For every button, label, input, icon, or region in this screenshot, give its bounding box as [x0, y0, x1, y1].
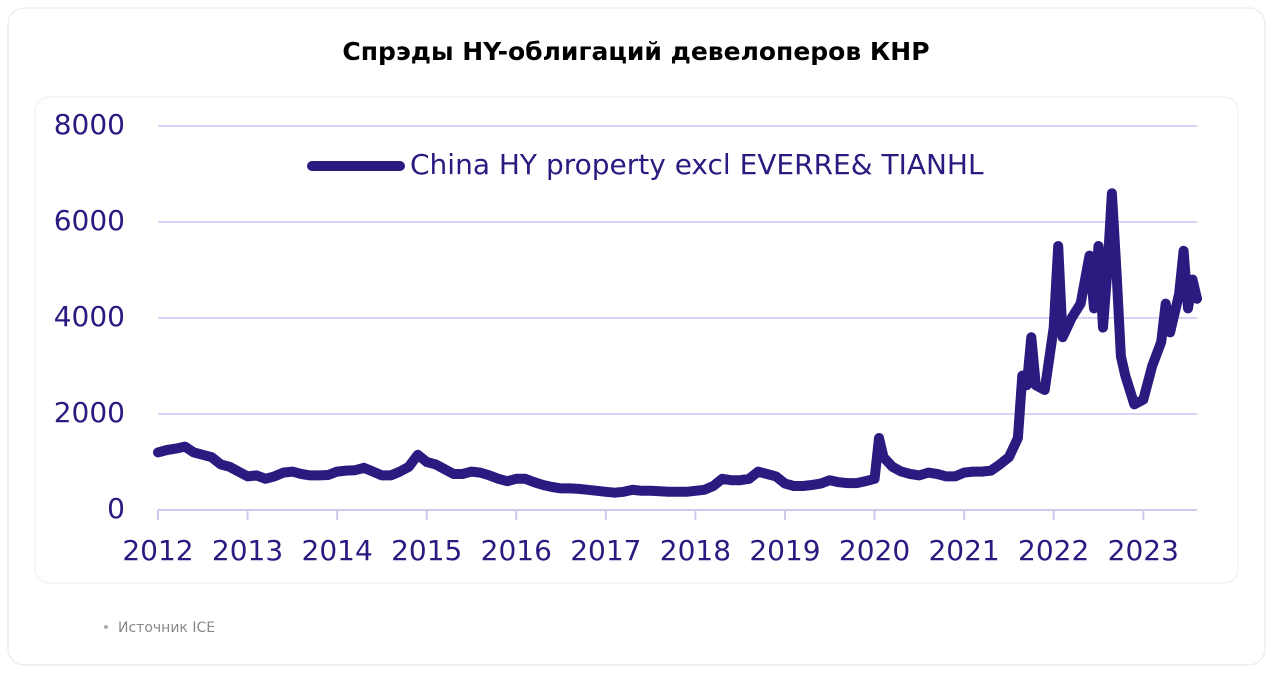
source: Источник ICE: [118, 620, 215, 636]
y-tick-label: 2000: [54, 396, 125, 429]
x-tick-label: 2020: [839, 534, 910, 567]
bullet: [104, 625, 108, 629]
x-tick-label: 2023: [1108, 534, 1179, 567]
y-tick-label: 8000: [54, 108, 125, 141]
x-tick-label: 2022: [1018, 534, 1089, 567]
legend-label: China HY property excl EVERRE& TIANHL: [410, 148, 984, 181]
x-tick-label: 2014: [302, 534, 373, 567]
y-tick-label: 4000: [54, 300, 125, 333]
chart-box: [34, 96, 1239, 584]
x-tick-label: 2017: [570, 534, 641, 567]
x-tick-label: 2016: [481, 534, 552, 567]
y-tick-label: 0: [107, 492, 125, 525]
series-line: [153, 188, 1202, 498]
chart-title: Спрэды HY-облигаций девелоперов КНР: [342, 37, 929, 66]
x-tick-label: 2015: [391, 534, 462, 567]
x-tick-label: 2018: [660, 534, 731, 567]
x-tick-label: 2019: [749, 534, 820, 567]
x-tick-label: 2021: [928, 534, 999, 567]
y-tick-label: 6000: [54, 204, 125, 237]
x-tick-label: 2013: [212, 534, 283, 567]
x-tick-label: 2012: [122, 534, 193, 567]
